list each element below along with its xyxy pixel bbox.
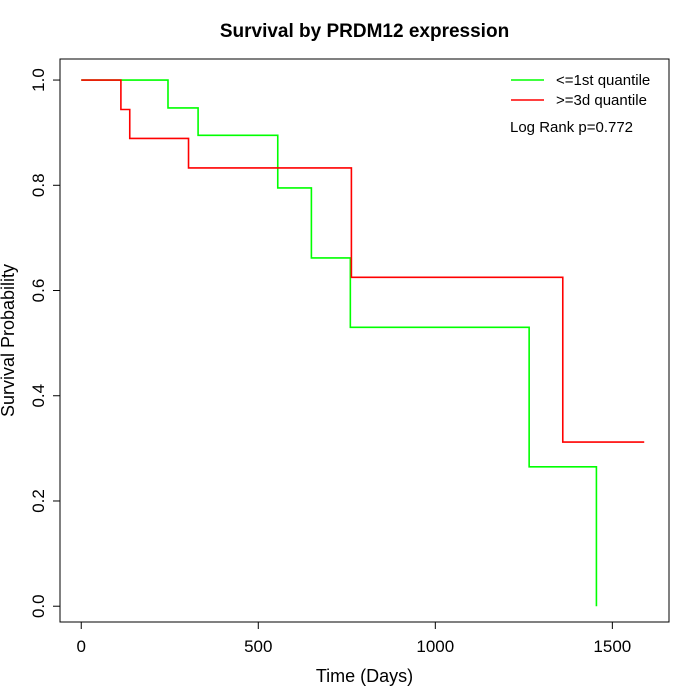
- legend: <=1st quantile >=3d quantile: [511, 72, 650, 109]
- y-tick-label: 0.4: [29, 384, 48, 408]
- plot-frame: [59, 58, 670, 623]
- chart-title: Survival by PRDM12 expression: [220, 21, 509, 42]
- x-tick-label: 0: [77, 637, 86, 656]
- y-tick-label: 1.0: [29, 68, 48, 92]
- y-tick-label: 0.2: [29, 489, 48, 513]
- x-axis-title: Time (Days): [316, 666, 413, 686]
- legend-label: <=1st quantile: [556, 72, 650, 89]
- y-tick-label: 0.0: [29, 594, 48, 618]
- y-axis: 0.0 0.2 0.4 0.6 0.8 1.0: [29, 68, 61, 618]
- x-tick-label: 500: [244, 637, 272, 656]
- y-tick-label: 0.8: [29, 173, 48, 197]
- y-tick-label: 0.6: [29, 279, 48, 303]
- log-rank-annotation: Log Rank p=0.772: [510, 119, 633, 136]
- x-tick-label: 1500: [593, 637, 631, 656]
- x-axis: 0 500 1000 1500: [77, 621, 631, 656]
- x-tick-label: 1000: [416, 637, 454, 656]
- series-line-0: [81, 79, 598, 607]
- series-layer: [81, 79, 645, 607]
- y-axis-title: Survival Probability: [0, 264, 18, 417]
- legend-label: >=3d quantile: [556, 92, 647, 109]
- series-line-1: [81, 79, 645, 443]
